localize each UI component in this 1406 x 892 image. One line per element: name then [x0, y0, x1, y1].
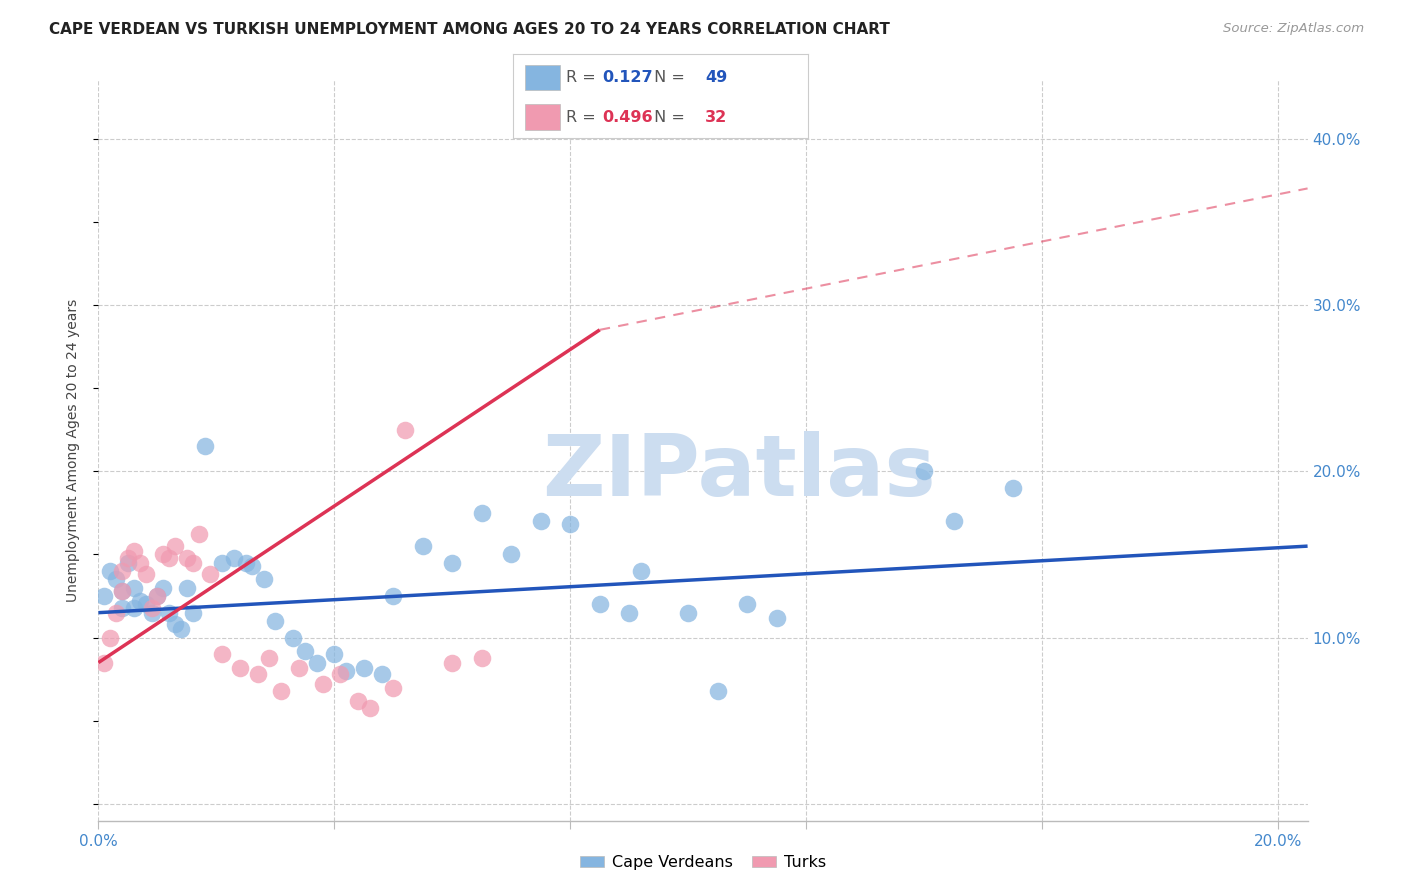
Point — [135, 567, 157, 582]
Point — [141, 606, 163, 620]
Point — [471, 650, 494, 665]
Point — [619, 606, 641, 620]
Point — [222, 550, 245, 565]
Point — [211, 556, 233, 570]
Point — [122, 600, 145, 615]
Point — [200, 567, 222, 582]
Point — [122, 544, 145, 558]
Point — [735, 598, 758, 612]
Point — [323, 647, 346, 661]
Point — [441, 556, 464, 570]
Point — [329, 667, 352, 681]
Text: CAPE VERDEAN VS TURKISH UNEMPLOYMENT AMONG AGES 20 TO 24 YEARS CORRELATION CHART: CAPE VERDEAN VS TURKISH UNEMPLOYMENT AMO… — [49, 22, 890, 37]
Point — [105, 573, 128, 587]
Text: ZIPatlas: ZIPatlas — [543, 431, 936, 514]
Point — [471, 506, 494, 520]
Point — [359, 700, 381, 714]
Text: 32: 32 — [704, 110, 727, 125]
Point — [501, 548, 523, 562]
Point — [170, 623, 193, 637]
Y-axis label: Unemployment Among Ages 20 to 24 years: Unemployment Among Ages 20 to 24 years — [66, 299, 80, 602]
Point — [152, 548, 174, 562]
Point — [678, 606, 700, 620]
Point — [560, 517, 582, 532]
Point — [181, 606, 204, 620]
Point — [942, 514, 965, 528]
Point — [111, 564, 134, 578]
Point — [122, 581, 145, 595]
Point — [305, 656, 328, 670]
Text: N =: N = — [650, 110, 690, 125]
Point — [630, 564, 652, 578]
Point — [259, 650, 281, 665]
Point — [530, 514, 553, 528]
Bar — [524, 104, 561, 130]
Point — [111, 600, 134, 615]
Point — [157, 606, 180, 620]
Point — [128, 556, 150, 570]
Point — [111, 584, 134, 599]
Point — [382, 681, 405, 695]
Point — [105, 606, 128, 620]
Point — [98, 631, 121, 645]
Point — [152, 581, 174, 595]
Point — [146, 589, 169, 603]
Point — [347, 694, 370, 708]
Point — [187, 527, 209, 541]
Text: R =: R = — [567, 110, 602, 125]
Point — [394, 423, 416, 437]
Point — [128, 594, 150, 608]
Point — [270, 684, 292, 698]
Point — [181, 556, 204, 570]
Point — [194, 439, 217, 453]
Point — [117, 550, 139, 565]
Point — [165, 539, 187, 553]
Text: 0.127: 0.127 — [602, 70, 652, 85]
Point — [117, 556, 139, 570]
Text: N =: N = — [650, 70, 690, 85]
Point — [211, 647, 233, 661]
Text: R =: R = — [567, 70, 602, 85]
Point — [246, 667, 269, 681]
Text: 49: 49 — [704, 70, 727, 85]
Point — [335, 664, 357, 678]
Point — [382, 589, 405, 603]
Point — [165, 617, 187, 632]
Point — [135, 598, 157, 612]
Point — [157, 550, 180, 565]
Point — [294, 644, 316, 658]
Point — [370, 667, 392, 681]
Point — [281, 631, 304, 645]
Point — [229, 660, 252, 674]
Point — [288, 660, 311, 674]
Point — [98, 564, 121, 578]
Point — [264, 614, 287, 628]
Point — [912, 464, 935, 478]
Point — [252, 573, 274, 587]
Point — [706, 684, 728, 698]
Point — [176, 550, 198, 565]
Legend: Cape Verdeans, Turks: Cape Verdeans, Turks — [574, 849, 832, 877]
Point — [146, 589, 169, 603]
Point — [111, 584, 134, 599]
Text: Source: ZipAtlas.com: Source: ZipAtlas.com — [1223, 22, 1364, 36]
Point — [353, 660, 375, 674]
Point — [141, 600, 163, 615]
Text: 0.496: 0.496 — [602, 110, 652, 125]
Point — [93, 656, 115, 670]
Point — [176, 581, 198, 595]
Point — [441, 656, 464, 670]
Point — [1001, 481, 1024, 495]
Point — [235, 556, 257, 570]
Point — [412, 539, 434, 553]
Point — [589, 598, 612, 612]
Point — [93, 589, 115, 603]
Point — [311, 677, 333, 691]
Bar — [524, 64, 561, 90]
Point — [765, 610, 787, 624]
Point — [240, 559, 263, 574]
